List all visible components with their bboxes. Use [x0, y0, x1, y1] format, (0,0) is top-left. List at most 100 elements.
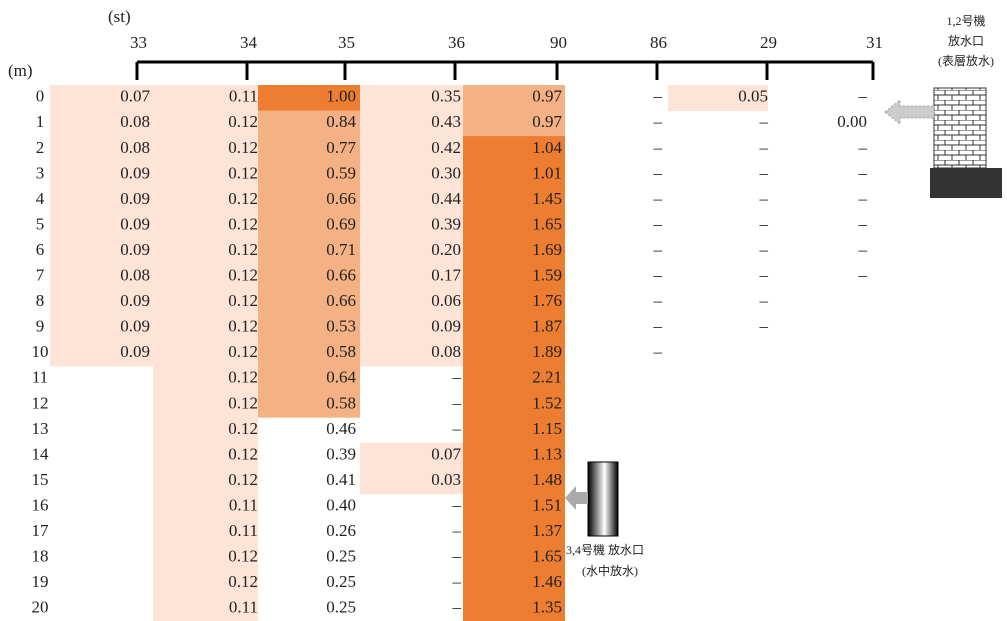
cell-value: 0.12: [228, 112, 258, 131]
table: 330.070.080.080.090.090.090.090.080.090.…: [32, 33, 884, 621]
cell-value: –: [653, 87, 663, 106]
outlet-label: 1,2号機: [946, 13, 985, 28]
cell-value: 0.25: [326, 572, 356, 591]
depth-label: 17: [32, 521, 50, 540]
diagram: 330.070.080.080.090.090.090.090.080.090.…: [0, 0, 1007, 621]
cell-value: 1.46: [532, 572, 562, 591]
station-label: 90: [550, 33, 567, 52]
cell-value: 1.45: [532, 189, 562, 208]
cell-value: –: [452, 419, 462, 438]
cell-value: –: [653, 317, 663, 336]
depth-label: 16: [32, 495, 49, 514]
cell-value: 0.43: [431, 112, 461, 131]
cell-value: 0.12: [228, 572, 258, 591]
depth-label: 5: [36, 214, 45, 233]
cell-value: 0.46: [326, 419, 356, 438]
cell-value: –: [653, 291, 663, 310]
depth-label: 0: [36, 87, 45, 106]
depth-label: 18: [32, 547, 49, 566]
depth-label: 11: [32, 368, 48, 387]
cell-value: 1.01: [532, 163, 562, 182]
cell-value: –: [858, 87, 868, 106]
cell-value: 0.09: [431, 317, 461, 336]
cell-value: –: [759, 138, 769, 157]
depth-label: 19: [32, 572, 49, 591]
cell-value: –: [653, 240, 663, 259]
cell-value: –: [452, 393, 462, 412]
cell-value: 0.08: [120, 266, 150, 285]
cell-value: 1.37: [532, 521, 562, 540]
cell-value: 1.48: [532, 470, 562, 489]
depth-label: 7: [36, 266, 45, 285]
outlet-label: (水中放水): [582, 563, 638, 578]
station-label: 33: [130, 33, 147, 52]
cell-value: –: [653, 138, 663, 157]
cell-value: 1.00: [326, 87, 356, 106]
cell-value: 1.52: [532, 393, 562, 412]
cell-value: 0.12: [228, 393, 258, 412]
cell-value: –: [653, 214, 663, 233]
cell-value: –: [858, 266, 868, 285]
cell-value: 0.35: [431, 87, 461, 106]
depth-label: 20: [32, 598, 49, 617]
outlet-label: 放水口: [948, 33, 984, 48]
cell-value: 0.53: [326, 317, 356, 336]
cell-value: 0.03: [431, 470, 461, 489]
cell-value: –: [858, 214, 868, 233]
cell-value: 0.25: [326, 598, 356, 617]
ground-icon: [930, 168, 1002, 198]
cell-value: 0.44: [431, 189, 461, 208]
cell-value: 0.12: [228, 368, 258, 387]
cell-value: 0.30: [431, 163, 461, 182]
cell-value: –: [653, 163, 663, 182]
cell-value: 0.12: [228, 266, 258, 285]
depth-label: 6: [36, 240, 45, 259]
cell-value: 0.66: [326, 266, 356, 285]
cell-value: 0.07: [431, 444, 461, 463]
cell-value: 1.76: [532, 291, 562, 310]
cell-value: 0.69: [326, 214, 356, 233]
cell-value: –: [759, 266, 769, 285]
st-label: (st): [108, 7, 131, 26]
cell-value: 1.51: [532, 495, 562, 514]
cell-value: 1.15: [532, 419, 562, 438]
cell-value: –: [759, 214, 769, 233]
cell-value: 0.12: [228, 189, 258, 208]
cell-value: –: [759, 317, 769, 336]
cell-value: 0.58: [326, 342, 356, 361]
cell-value: 1.13: [532, 444, 562, 463]
cell-value: 0.59: [326, 163, 356, 182]
station-label: 34: [240, 33, 258, 52]
cell-value: 0.12: [228, 419, 258, 438]
cell-value: 0.00: [837, 112, 867, 131]
cell-value: 1.65: [532, 214, 562, 233]
cell-value: 0.66: [326, 189, 356, 208]
cell-value: –: [452, 598, 462, 617]
cell-value: 0.12: [228, 317, 258, 336]
station-label: 35: [338, 33, 355, 52]
depth-label: 15: [32, 470, 49, 489]
cell-value: –: [759, 112, 769, 131]
cell-value: 0.05: [738, 87, 768, 106]
depth-label: 8: [36, 291, 45, 310]
cell-value: 0.09: [120, 189, 150, 208]
station-label: 31: [866, 33, 883, 52]
cell-value: 1.04: [532, 138, 562, 157]
depth-label: 13: [32, 419, 49, 438]
cell-value: –: [452, 572, 462, 591]
cell-value: 0.09: [120, 163, 150, 182]
cell-value: 0.58: [326, 393, 356, 412]
cell-value: 0.11: [229, 521, 258, 540]
cell-value: –: [452, 547, 462, 566]
cell-value: 1.87: [532, 317, 562, 336]
cell-value: 0.40: [326, 495, 356, 514]
cell-value: 0.97: [532, 87, 562, 106]
cell-value: –: [759, 163, 769, 182]
cell-value: 0.39: [431, 214, 461, 233]
cell-value: 0.11: [229, 87, 258, 106]
cell-value: 1.35: [532, 598, 562, 617]
cell-value: –: [759, 189, 769, 208]
cell-value: 0.42: [431, 138, 461, 157]
cell-value: –: [858, 189, 868, 208]
flow-arrow: [565, 486, 588, 510]
